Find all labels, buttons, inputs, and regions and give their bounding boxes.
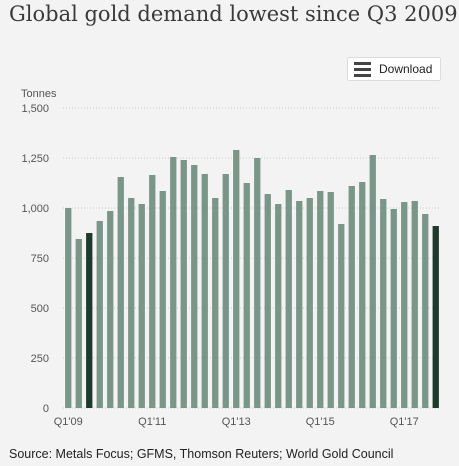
y-tick-label: 1,500 (21, 103, 49, 115)
bar (138, 204, 145, 408)
bar (159, 191, 166, 408)
y-tick-label: 1,250 (21, 153, 49, 165)
bar (191, 165, 198, 408)
bar (222, 174, 229, 408)
bar (380, 199, 387, 408)
bar (422, 214, 429, 408)
bar (264, 194, 271, 408)
y-axis-label: Tonnes (21, 88, 57, 100)
x-tick-label: Q1'09 (54, 416, 83, 428)
y-tick-label: 750 (31, 253, 49, 265)
bar (201, 174, 208, 408)
bars (65, 150, 439, 408)
bar (275, 204, 282, 408)
y-tick-labels: 0 250 500 750 1,000 1,250 1,500 (21, 103, 49, 415)
bar (170, 157, 177, 408)
bar (327, 192, 334, 408)
bar (65, 208, 72, 408)
y-tick-label: 0 (43, 403, 49, 415)
bar (359, 182, 366, 408)
menu-icon (354, 61, 371, 77)
bar (401, 202, 408, 408)
x-tick-label: Q1'15 (306, 416, 335, 428)
bar (390, 209, 397, 408)
bar (128, 198, 135, 408)
y-tick-label: 1,000 (21, 203, 49, 215)
bar (411, 201, 418, 408)
bar (149, 175, 156, 408)
x-tick-label: Q1'13 (222, 416, 251, 428)
bar (254, 158, 261, 408)
gridlines (63, 107, 441, 409)
download-label: Download (379, 62, 433, 76)
y-tick-label: 250 (31, 353, 49, 365)
x-tick-labels: Q1'09 Q1'11 Q1'13 Q1'15 Q1'17 (54, 416, 419, 428)
bar (317, 191, 324, 408)
bar (338, 224, 345, 408)
bar (369, 155, 376, 408)
x-tick-label: Q1'11 (138, 416, 166, 428)
y-tick-label: 500 (31, 303, 49, 315)
bar (180, 160, 187, 408)
bar (285, 190, 292, 408)
bar (306, 198, 313, 408)
bar (243, 183, 250, 408)
x-tick-label: Q1'17 (390, 416, 419, 428)
bar (348, 186, 355, 408)
bar (96, 221, 103, 408)
bar (212, 198, 219, 408)
bar-highlighted (86, 233, 93, 408)
bar (117, 177, 124, 408)
bar (233, 150, 240, 408)
download-button[interactable]: Download (347, 57, 441, 81)
bar (107, 211, 114, 408)
bar (75, 239, 82, 408)
source-note: Source: Metals Focus; GFMS, Thomson Reut… (9, 447, 394, 461)
bar (296, 201, 303, 408)
bar-highlighted (432, 226, 439, 408)
chart-title: Global gold demand lowest since Q3 2009 (9, 2, 458, 26)
